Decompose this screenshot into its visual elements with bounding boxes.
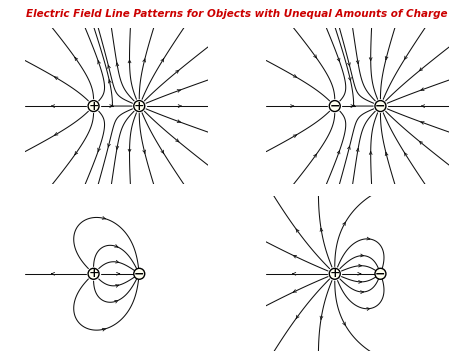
- Text: +: +: [329, 267, 340, 280]
- Circle shape: [375, 268, 386, 279]
- Text: −: −: [375, 267, 386, 280]
- Circle shape: [88, 268, 99, 279]
- Text: +: +: [88, 99, 99, 113]
- Text: +: +: [134, 99, 145, 113]
- Text: −: −: [134, 267, 145, 280]
- Circle shape: [329, 268, 340, 279]
- Circle shape: [134, 268, 145, 279]
- Circle shape: [329, 100, 340, 111]
- Circle shape: [88, 100, 99, 111]
- Text: −: −: [375, 99, 386, 113]
- Text: Electric Field Line Patterns for Objects with Unequal Amounts of Charge: Electric Field Line Patterns for Objects…: [26, 9, 448, 19]
- Text: +: +: [88, 267, 99, 280]
- Circle shape: [134, 100, 145, 111]
- Circle shape: [375, 100, 386, 111]
- Text: −: −: [329, 99, 340, 113]
